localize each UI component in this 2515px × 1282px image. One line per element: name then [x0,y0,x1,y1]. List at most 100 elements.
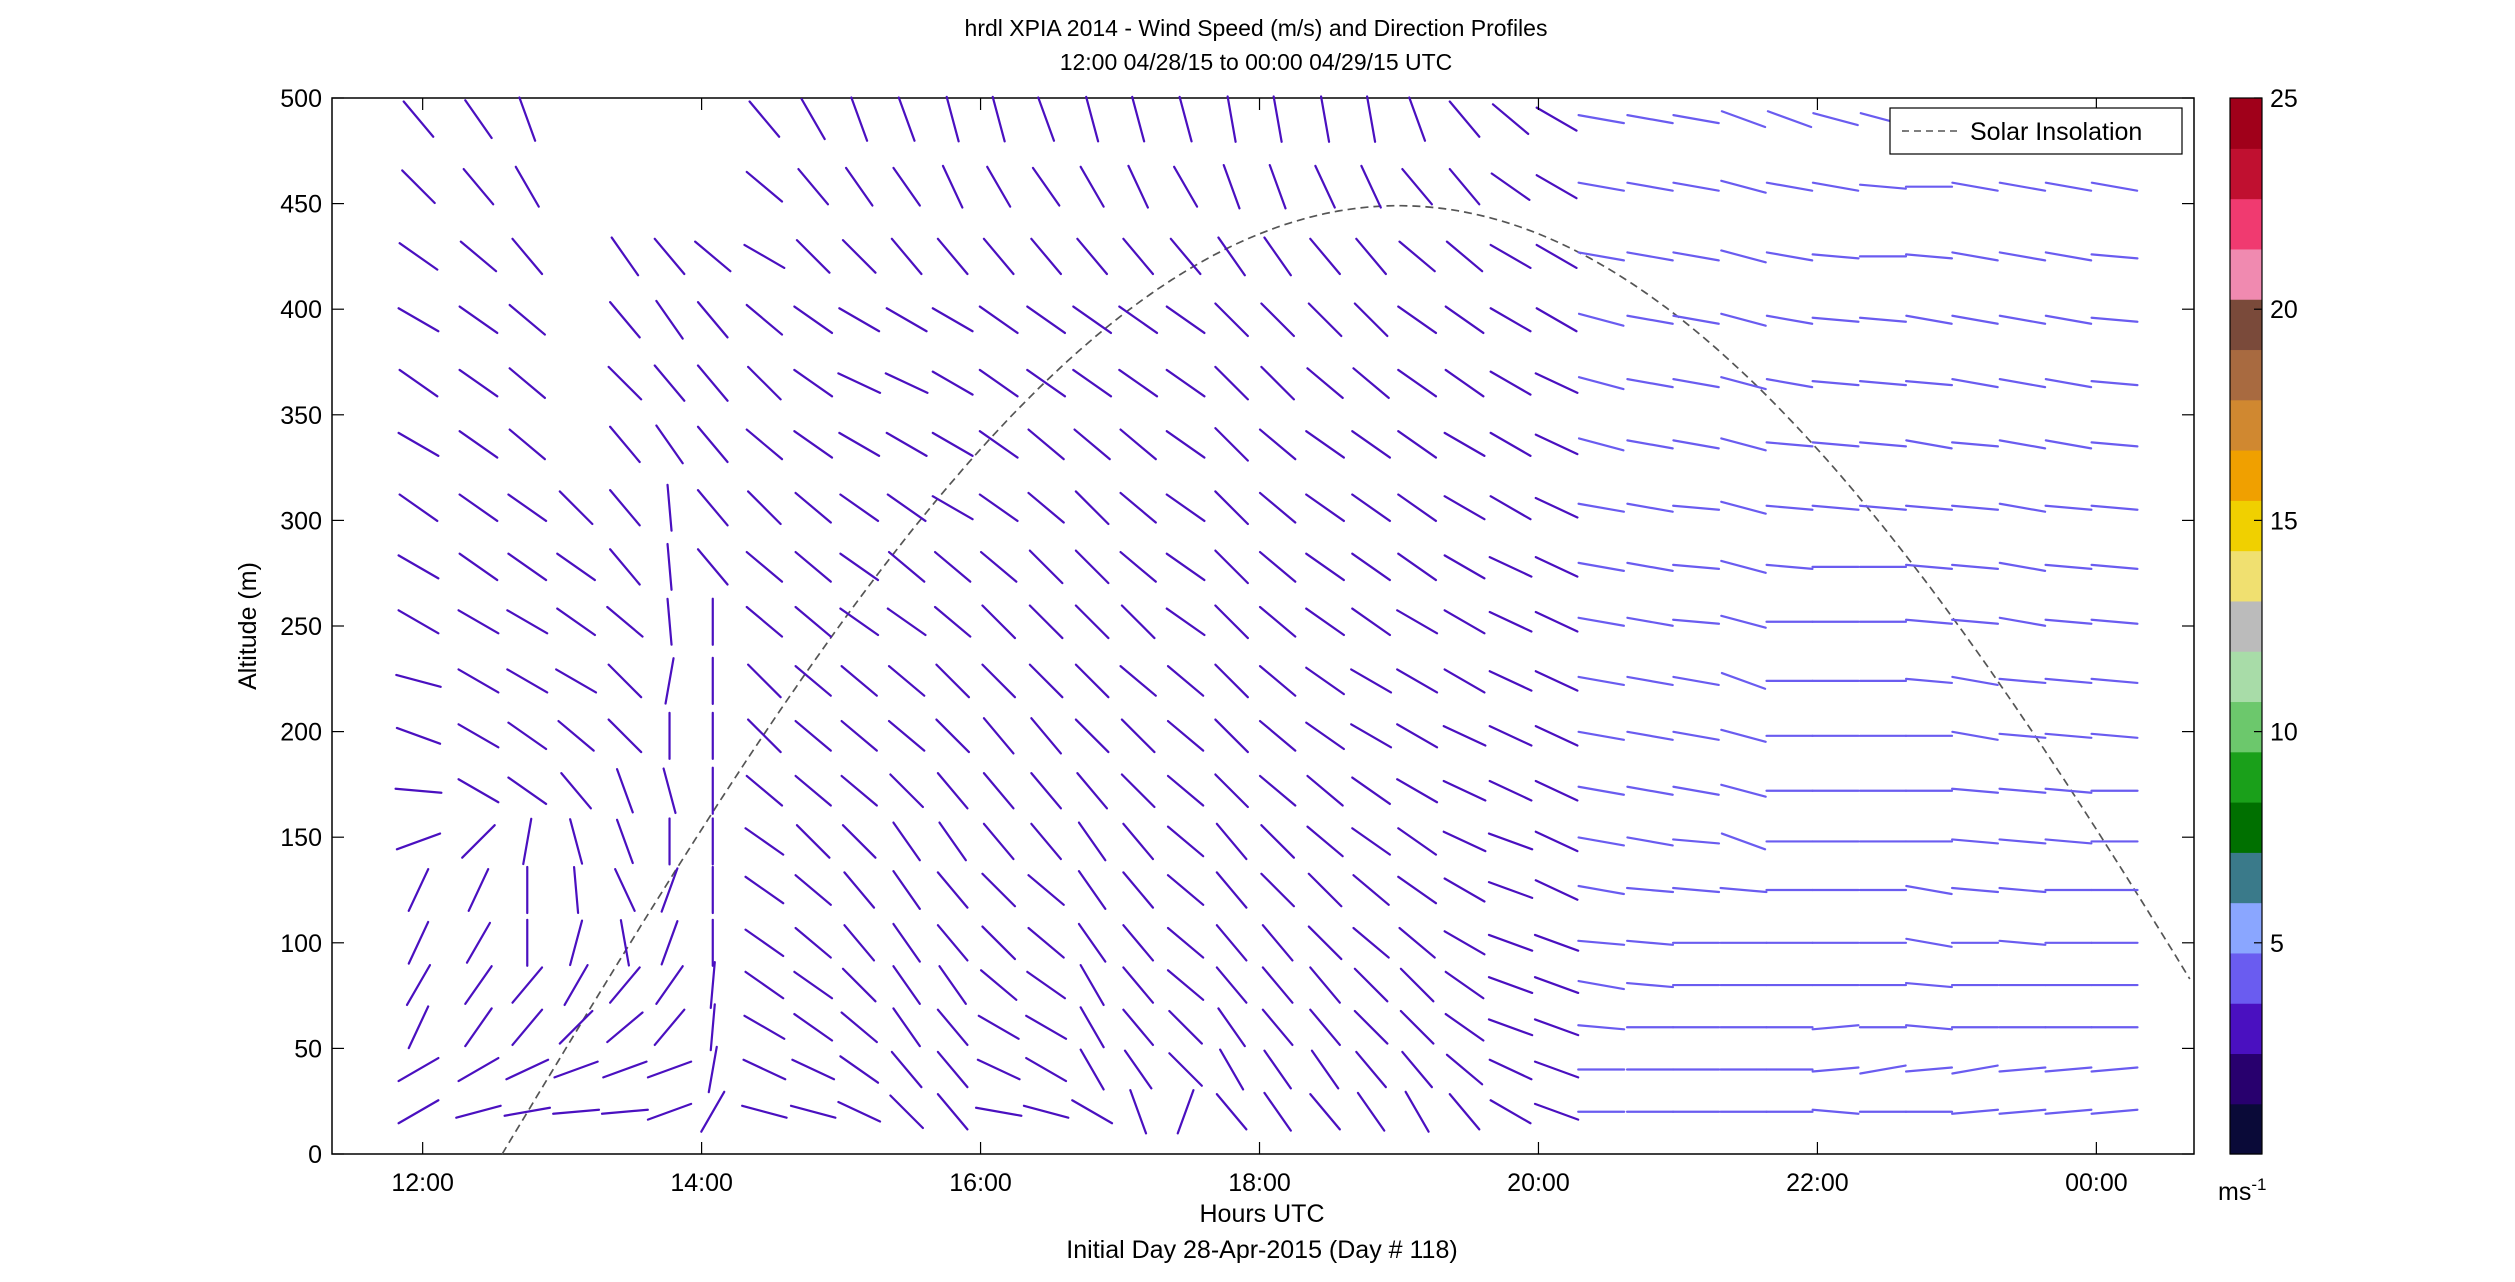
wind-barb [1811,504,1860,511]
wind-barb [979,969,1018,1001]
wind-barb [1534,372,1579,394]
wind-barb [458,305,499,335]
wind-barb [1025,1014,1068,1040]
wind-barb [1626,314,1674,325]
wind-barb [1443,930,1486,956]
wind-barb [1998,886,2047,894]
wind-barb [2044,787,2093,794]
wind-barb [1305,666,1346,696]
wind-barb [791,1058,836,1081]
wind-barb [1720,783,1767,798]
wind-barb [1533,1018,1580,1037]
wind-barb [696,489,729,527]
wind-barb [843,924,876,962]
wind-barb [1214,549,1249,585]
wind-barb [1355,237,1387,276]
wind-barb [1765,563,1814,570]
wind-barb [2090,380,2139,387]
wind-barb [506,609,549,635]
wind-barb [1214,663,1249,699]
wind-barb [1951,504,2000,511]
wind-barb [1720,437,1767,452]
wind-barb [1904,563,1954,570]
wind-barb [1172,165,1199,208]
wind-barb [1127,164,1149,209]
y-tick-label: 350 [280,402,322,430]
wind-barb [1858,380,1907,387]
wind-barb [1165,552,1206,582]
wind-barb [1998,314,2047,325]
wind-barb [2090,563,2139,570]
wind-barb [936,237,969,276]
wind-barb [505,1058,550,1081]
wind-barb [1165,368,1206,398]
wind-barb [609,425,641,464]
wind-barb [1448,1093,1481,1131]
wind-barb [1178,95,1193,143]
colorbar-segment [2230,248,2262,300]
wind-barb [1720,376,1767,391]
wind-barb [700,1090,726,1133]
wind-barb [1168,1052,1203,1087]
wind-barb [1079,1006,1105,1049]
colorbar-segment [2230,399,2262,451]
wind-barb [897,96,916,142]
wind-barb [986,165,1012,208]
wind-barb [794,719,832,752]
wind-barb [1533,1102,1580,1121]
wind-barb [696,548,729,586]
colorbar-segment [2230,651,2262,703]
wind-barb [1534,496,1579,519]
wind-barb [696,301,729,339]
wind-barb [1533,933,1580,952]
wind-barb [1260,824,1296,859]
wind-barb [1998,439,2047,450]
y-tick-label: 400 [280,296,322,324]
wind-barb [1119,665,1157,697]
wind-barb [1072,305,1113,335]
wind-barb [841,967,877,1003]
wind-barb [1488,670,1533,692]
wind-barb [1626,785,1674,796]
wind-barb [1442,779,1487,802]
wind-barb [1443,877,1486,903]
wind-barb [1534,610,1579,633]
wind-barb [457,609,500,635]
wind-barb [1314,164,1336,209]
wind-barb [1025,1056,1068,1083]
wind-barb [653,1008,686,1046]
colorbar-tick-label: 25 [2270,85,2298,113]
wind-barb [1258,491,1297,524]
wind-barb [1951,838,2000,845]
wind-barb [1408,96,1427,142]
wind-barb [793,430,834,459]
wind-barb [464,99,493,140]
wind-barb [979,550,1018,583]
wind-barb [1397,493,1438,523]
wind-barb [1626,886,1675,894]
wind-barb [2044,251,2093,262]
wind-barb [1085,95,1100,143]
wind-barb [402,100,435,138]
wind-barb [1074,490,1110,526]
wind-barb [1074,663,1110,699]
wind-barb [1951,1108,2000,1115]
wind-barb [1268,163,1287,210]
wind-barb [1719,886,1768,894]
wind-barb [1306,367,1344,400]
wind-barb [2044,563,2093,570]
wind-barb [1577,502,1625,513]
x-tick-label: 12:00 [391,1169,454,1197]
wind-barb [892,1007,921,1048]
wind-barb [1442,830,1487,853]
wind-barb [1626,981,1675,989]
colorbar-segment [2230,1003,2262,1055]
wind-barb [1401,167,1434,206]
wind-barb [2044,439,2093,450]
y-axis: 0 50 100 150 200 250 300 350 400 450 500 [280,85,2194,1169]
wind-barb [401,169,436,205]
wind-barb [837,1100,882,1123]
wind-barb [938,965,967,1005]
wind-barb [1351,827,1392,856]
wind-barb [885,431,928,457]
